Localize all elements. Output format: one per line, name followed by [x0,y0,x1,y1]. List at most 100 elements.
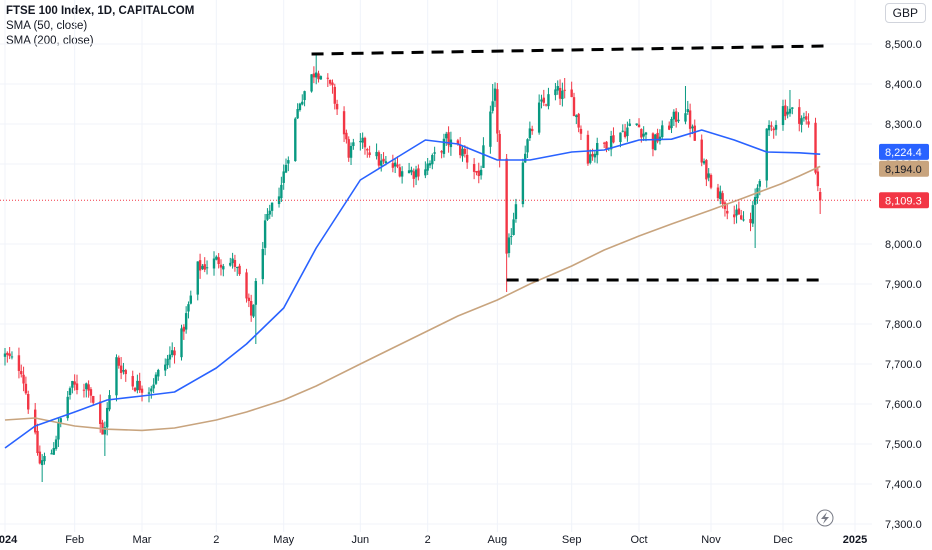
candle-body [82,389,86,391]
candle-body [131,376,134,387]
candle-body [635,123,638,126]
candle-body [140,388,144,393]
candle-body [85,383,88,390]
candle-body [445,133,448,139]
candle-body [726,210,729,214]
grid [0,0,872,532]
candle-body [377,152,381,166]
candle-body [99,401,102,424]
candle-body [124,370,127,375]
candle-body [640,129,643,138]
candle-body [719,191,722,200]
candle-body [458,144,462,156]
y-tick-label: 7,500.0 [885,439,922,451]
candle-body [496,89,499,134]
candle-body [791,107,794,109]
candle-body [301,101,304,105]
candle-body [75,383,79,390]
candle-body [507,237,511,254]
candle-body [579,128,583,134]
legend-sma50[interactable]: SMA (50, close) [6,20,88,32]
y-tick-label: 8,400.0 [885,79,922,91]
candle-body [716,187,720,199]
candle-body [677,119,680,122]
candle-body [784,105,787,117]
candle-body [287,160,290,164]
candle-body [215,256,218,260]
candle-body [514,204,518,220]
candle-body [105,407,109,428]
candle-body [572,97,576,116]
candle-body [87,384,90,391]
candle-body [674,111,678,122]
candle-body [623,131,627,137]
lightning-icon[interactable] [816,509,834,527]
candle-body [168,354,172,360]
candle-body [705,160,708,180]
candle-body [294,118,297,162]
candle-body [802,117,806,119]
candle-body [310,74,313,92]
x-axis[interactable]: 2024 Feb Mar 2 May Jun 2 Aug Sep Oct Nov Dec 2025 [0,534,867,546]
candle-body [414,169,418,178]
candle-body [621,130,624,132]
candle-body [733,214,736,218]
x-tick-label: Sep [562,534,582,546]
sma200-line [4,165,821,432]
sma200-badge-text: 8,194.0 [885,164,922,176]
price-badges: 8,224.4 8,194.0 8,109.3 [879,143,929,209]
candle-body [133,387,137,392]
candle-body [326,77,330,79]
candle-body [577,113,580,128]
last-price-badge-text: 8,109.3 [885,195,922,207]
candle-body [586,134,590,164]
candle-body [198,260,202,271]
candle-body [807,121,810,125]
candle-body [472,164,476,172]
currency-badge[interactable]: GBP [884,3,926,23]
candle-body [296,109,299,119]
candle-body [180,328,183,358]
candle-body [691,126,694,129]
candle-body [43,456,46,462]
y-axis[interactable]: 8,500.08,400.08,300.08,200.08,000.07,900… [885,39,922,531]
candle-body [359,141,362,143]
candle-body [570,89,573,98]
candle-body [382,158,385,162]
candle-body [196,261,199,295]
candle-body [740,215,743,220]
candle-body [154,374,158,384]
last-price-badge: 8,109.3 [879,192,929,209]
candle-body [212,258,216,269]
x-tick-label: Jun [351,534,369,546]
candle-body [10,356,14,358]
candle-body [765,128,768,181]
candle-body [117,357,120,366]
candle-body [772,128,775,131]
candle-body [654,134,657,151]
y-tick-label: 7,800.0 [885,319,922,331]
candle-body [547,94,550,107]
candle-body [393,162,397,167]
candle-body [3,353,7,357]
candle-body [384,161,388,163]
candle-body [781,106,785,126]
candle-body [189,295,192,304]
candle-body [68,388,72,396]
candle-body [758,180,761,187]
candle-body [433,152,436,154]
y-tick-label: 7,400.0 [885,479,922,491]
candle-body [637,124,641,128]
candle-body [489,111,492,147]
candle-body [335,103,339,110]
candle-body [707,173,710,178]
candle-body [396,164,399,167]
candle-body [626,127,629,137]
candle-body [331,82,334,86]
candle-body [463,148,467,154]
candle-body [187,304,190,312]
candle-body [119,365,123,373]
last-price-badge-bg [879,192,929,209]
candle-body [363,137,367,148]
